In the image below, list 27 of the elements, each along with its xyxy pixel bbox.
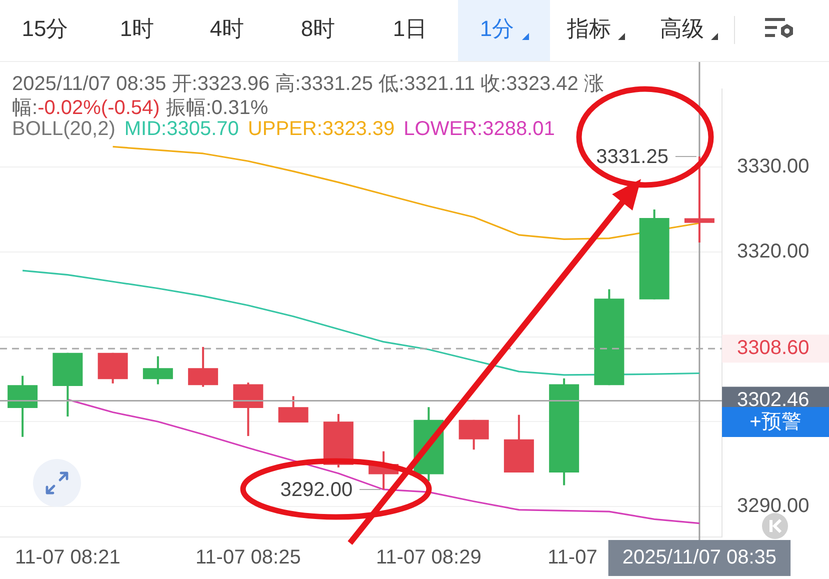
x-tick-label: 11-07 08:25 (196, 546, 301, 569)
x-tick-label: 2025/11/07 08:35 (622, 546, 777, 569)
text: 1分 (480, 15, 514, 43)
annotation: 幅: (12, 96, 38, 120)
text: 指标 (567, 15, 611, 43)
y-tick-label: 3308.60 (737, 337, 810, 360)
legend-title: BOLL(20,2) (12, 118, 116, 140)
text: 11-07 (548, 546, 598, 569)
annotation: 3331.25 (596, 146, 668, 168)
x-tick-label: 11-07 08:29 (376, 546, 482, 569)
text: MID:3305.70 (124, 118, 239, 140)
text: LOWER:3288.01 (404, 118, 555, 140)
x-tick-label: 11-07 08:21 (15, 546, 120, 569)
y-tick-label: 3290.00 (737, 494, 810, 517)
text: 15分 (22, 15, 68, 43)
text: 4时 (210, 15, 244, 43)
text: 1时 (120, 15, 154, 43)
text: 高级 (660, 15, 704, 43)
annotation: -0.02%(-0.54) (38, 96, 160, 120)
text: 8时 (300, 15, 336, 43)
annotation: 3292.00 (280, 479, 353, 501)
y-tick-label: 3320.00 (737, 240, 810, 262)
annotation: 2025/11/07 08:35 开:3323.96 高:3331.25 低:3321.11 收:3323.42 涨 (12, 72, 604, 96)
series-label: UPPER:3323.39 (248, 118, 395, 140)
text: 1日 (392, 15, 428, 43)
y-tick-label: 3330.00 (737, 156, 810, 178)
annotation: 振幅:0.31% (166, 96, 268, 120)
